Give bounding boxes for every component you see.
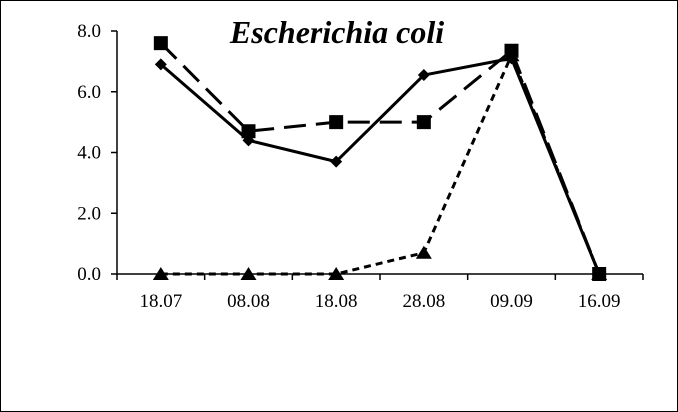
data-point-triangle xyxy=(328,267,345,280)
series-diamond xyxy=(154,52,606,280)
y-tick-label: 0.0 xyxy=(77,264,101,285)
data-point-triangle xyxy=(152,267,169,280)
data-point-diamond xyxy=(154,58,167,71)
data-point-triangle xyxy=(415,245,432,259)
series-line xyxy=(159,56,601,275)
series-line xyxy=(160,53,601,276)
x-tick-label: 16.09 xyxy=(578,291,621,312)
data-point-square xyxy=(329,115,344,130)
x-tick-label: 09.09 xyxy=(490,291,533,312)
data-point-diamond xyxy=(330,155,343,168)
y-tick-label: 4.0 xyxy=(77,143,101,164)
series-square xyxy=(153,36,607,281)
data-point-diamond xyxy=(417,69,430,82)
data-point-square xyxy=(153,36,168,51)
data-point-triangle xyxy=(503,48,520,62)
data-point-triangle xyxy=(591,267,608,280)
y-tick-label: 6.0 xyxy=(77,82,101,103)
data-point-square xyxy=(241,124,256,139)
data-point-square xyxy=(416,115,431,130)
series-line xyxy=(159,42,601,275)
x-tick-label: 18.07 xyxy=(139,291,182,312)
chart-title: Escherichia coli xyxy=(229,14,444,50)
x-tick-label: 18.08 xyxy=(315,291,358,312)
x-tick-label: 08.08 xyxy=(227,291,270,312)
series-triangle xyxy=(152,48,608,280)
y-tick-label: 2.0 xyxy=(77,203,101,224)
x-tick-label: 28.08 xyxy=(402,291,445,312)
data-point-triangle xyxy=(240,267,257,280)
y-tick-label: 8.0 xyxy=(77,21,101,42)
